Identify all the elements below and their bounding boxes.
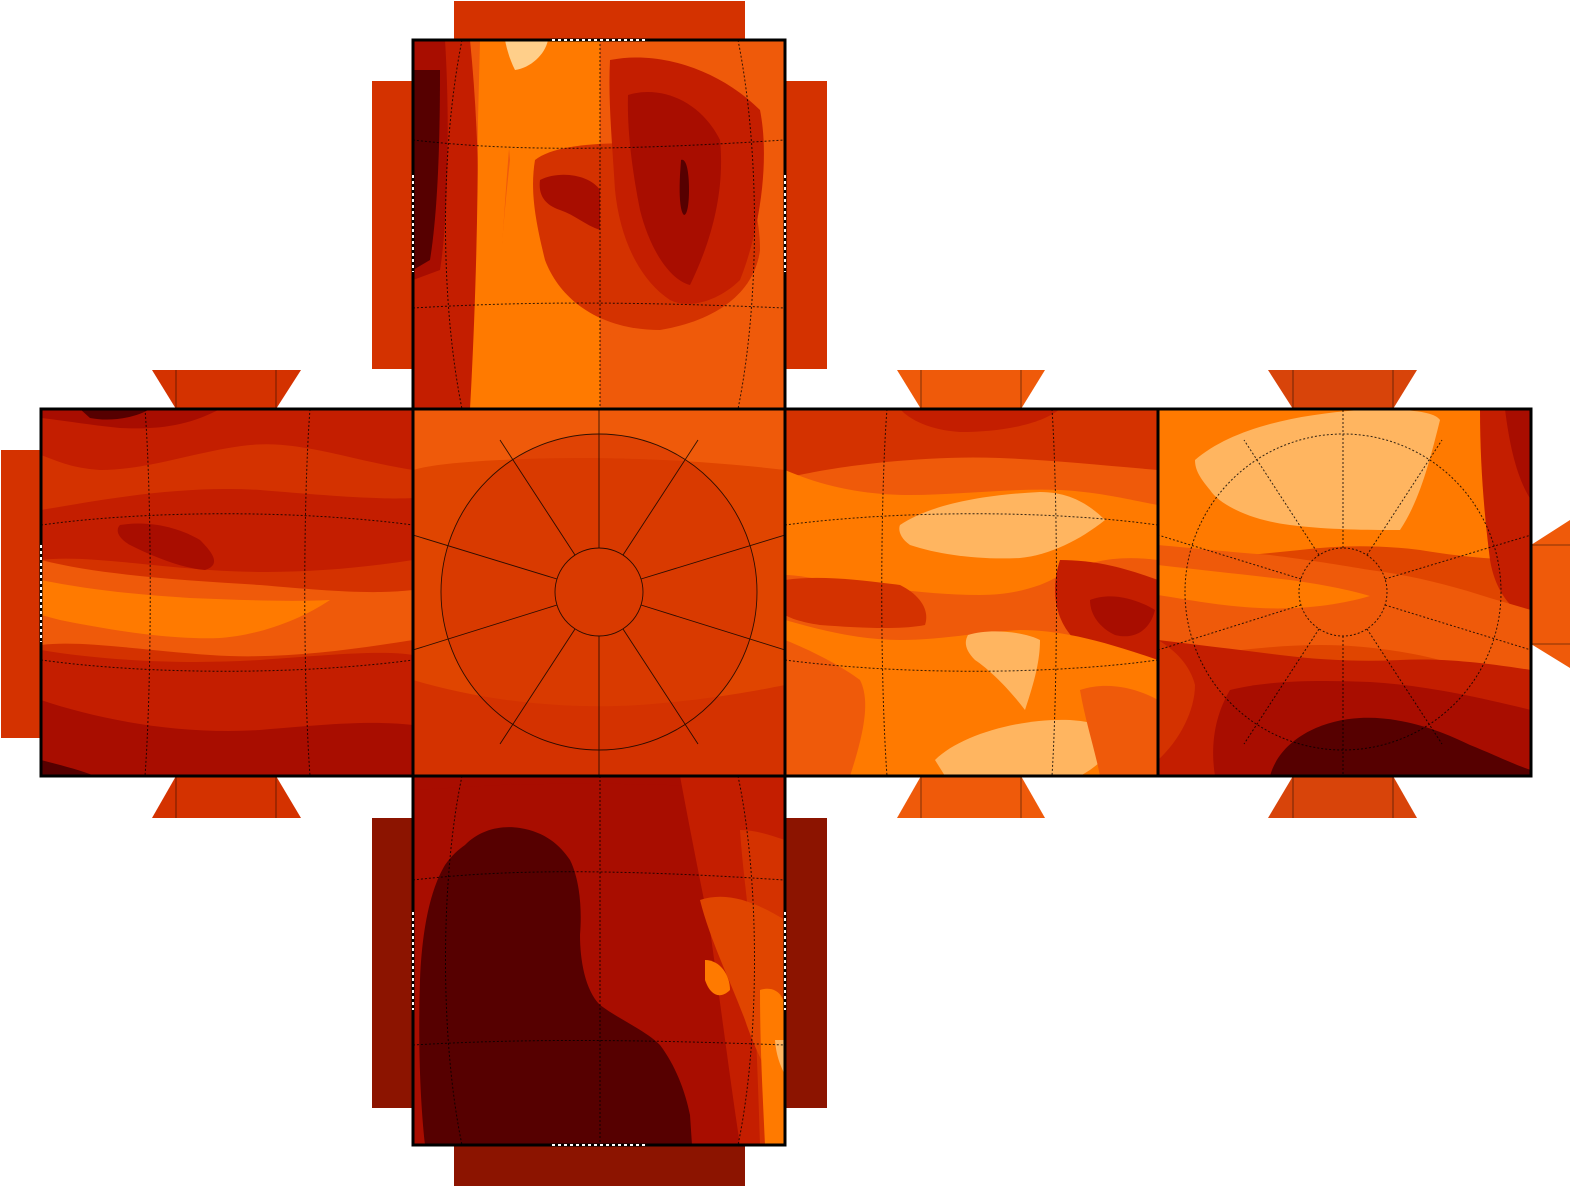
tab-west-top	[152, 370, 301, 409]
face-far-east	[1158, 409, 1531, 776]
tab-top-right	[785, 81, 827, 369]
tab-top-left	[372, 81, 413, 369]
tab-west-bottom	[152, 776, 301, 818]
tab-fareast-right	[1531, 520, 1570, 668]
face-top	[413, 40, 785, 409]
face-east	[785, 409, 1158, 776]
tab-west-left	[1, 450, 41, 738]
face-west	[41, 409, 413, 776]
tab-bottom-right	[785, 818, 827, 1108]
seam-marks	[40, 39, 786, 1146]
tab-east-top	[897, 370, 1045, 409]
tab-fareast-bottom	[1268, 776, 1417, 818]
graticule	[41, 40, 1531, 1145]
frame-far-east	[1156, 407, 1533, 778]
tab-top-top	[454, 1, 745, 40]
tab-bottom-bottom	[454, 1145, 745, 1186]
face-bottom	[413, 776, 785, 1145]
tab-east-bottom	[897, 776, 1045, 818]
tab-bottom-left	[372, 818, 413, 1108]
tab-fareast-top	[1268, 370, 1417, 409]
